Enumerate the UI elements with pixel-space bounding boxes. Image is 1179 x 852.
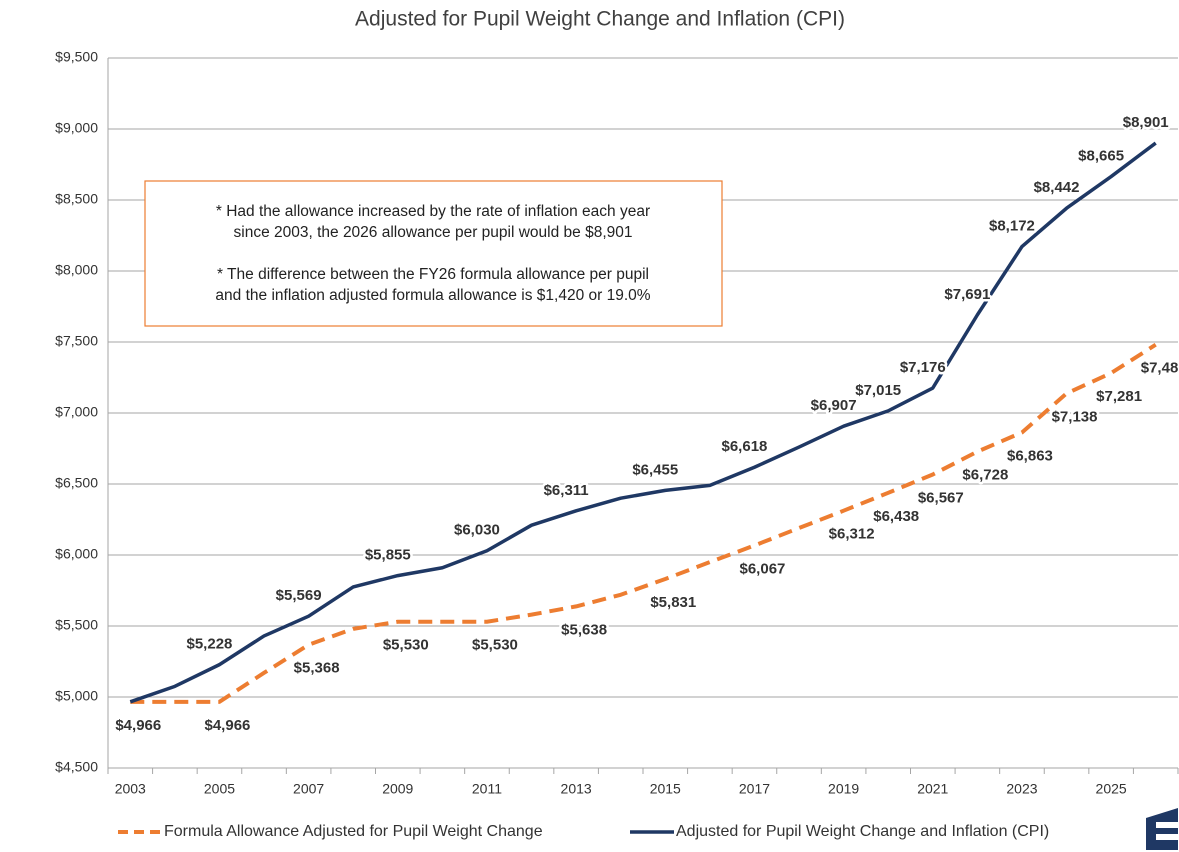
- annotation-line: * The difference between the FY26 formul…: [217, 266, 649, 283]
- chart-title: Adjusted for Pupil Weight Change and Inf…: [355, 8, 845, 31]
- data-label: $4,966: [205, 717, 251, 734]
- y-tick-label: $7,500: [55, 333, 98, 349]
- data-label: $7,138: [1052, 408, 1098, 425]
- x-tick-label: 2017: [739, 781, 770, 797]
- x-tick-label: 2019: [828, 781, 859, 797]
- x-tick-label: 2015: [650, 781, 681, 797]
- data-label: $6,455: [632, 461, 678, 478]
- data-label: $4,966: [115, 717, 161, 734]
- data-label: $5,855: [365, 547, 411, 564]
- data-label: $6,030: [454, 522, 500, 539]
- y-tick-label: $8,000: [55, 262, 98, 278]
- annotation: * Had the allowance increased by the rat…: [144, 180, 723, 327]
- data-label: $7,015: [855, 382, 901, 399]
- x-tick-label: 2003: [115, 781, 146, 797]
- x-tick-label: 2011: [472, 781, 502, 797]
- annotation-box: [144, 180, 723, 327]
- y-tick-label: $8,500: [55, 191, 98, 207]
- x-tick-label: 2005: [204, 781, 235, 797]
- data-label: $6,907: [811, 397, 857, 414]
- x-tick-label: 2023: [1006, 781, 1037, 797]
- data-label: $8,172: [989, 218, 1035, 235]
- annotation-line: since 2003, the 2026 allowance per pupil…: [234, 224, 633, 241]
- y-tick-label: $5,000: [55, 688, 98, 704]
- data-label: $6,618: [722, 438, 768, 455]
- data-label: $6,567: [918, 489, 964, 506]
- x-tick-label: 2013: [561, 781, 592, 797]
- data-label: $8,442: [1034, 179, 1080, 196]
- legend-label: Formula Allowance Adjusted for Pupil Wei…: [164, 823, 543, 840]
- data-label: $5,638: [561, 621, 607, 638]
- data-label: $7,176: [900, 359, 946, 376]
- legend: Formula Allowance Adjusted for Pupil Wei…: [118, 823, 1049, 840]
- data-label: $5,530: [472, 637, 518, 654]
- data-label: $5,228: [187, 636, 233, 653]
- data-label: $5,831: [650, 594, 696, 611]
- data-label: $6,728: [962, 467, 1008, 484]
- data-label: $8,901: [1123, 114, 1169, 131]
- y-tick-label: $9,000: [55, 120, 98, 136]
- x-tick-label: 2021: [917, 781, 948, 797]
- data-label: $5,530: [383, 637, 429, 654]
- y-tick-label: $6,000: [55, 546, 98, 562]
- y-tick-label: $4,500: [55, 759, 98, 775]
- data-label: $6,863: [1007, 447, 1053, 464]
- data-label: $6,438: [873, 508, 919, 525]
- data-label: $5,368: [294, 660, 340, 677]
- data-label: $8,665: [1078, 148, 1124, 165]
- x-tick-label: 2025: [1096, 781, 1127, 797]
- x-tick-label: 2007: [293, 781, 324, 797]
- y-tick-label: $9,500: [55, 49, 98, 65]
- series-line: [130, 343, 1157, 704]
- data-label: $7,691: [944, 286, 990, 303]
- data-label: $6,067: [740, 560, 786, 577]
- y-tick-label: $5,500: [55, 617, 98, 633]
- y-tick-label: $6,500: [55, 475, 98, 491]
- data-label: $7,281: [1096, 388, 1142, 405]
- annotation-line: * Had the allowance increased by the rat…: [216, 203, 650, 220]
- data-label: $5,569: [276, 587, 322, 604]
- data-label: $7,481: [1141, 360, 1179, 377]
- y-tick-label: $7,000: [55, 404, 98, 420]
- data-label: $6,312: [829, 526, 875, 543]
- series-line: [129, 141, 1157, 704]
- x-tick-label: 2009: [382, 781, 413, 797]
- data-label: $6,311: [544, 482, 589, 499]
- legend-label: Adjusted for Pupil Weight Change and Inf…: [676, 823, 1049, 840]
- logo: [1146, 808, 1178, 850]
- annotation-line: and the inflation adjusted formula allow…: [215, 287, 650, 304]
